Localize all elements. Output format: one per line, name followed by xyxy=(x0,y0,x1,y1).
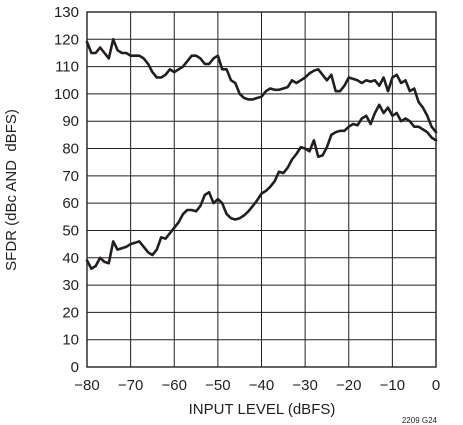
x-tick-label: −60 xyxy=(162,377,187,394)
series-line-1 xyxy=(85,37,438,134)
y-tick-label: 40 xyxy=(62,250,79,267)
y-tick-labels: 0 10 20 30 40 50 60 70 80 90 100 110 120 130 xyxy=(54,4,79,376)
series-line-2 xyxy=(85,103,438,271)
x-tick-label: −50 xyxy=(205,377,230,394)
x-tick-label: 0 xyxy=(432,377,440,394)
y-tick-label: 130 xyxy=(54,4,79,21)
figure-id-annotation: 2209 G24 xyxy=(402,416,438,425)
x-tick-label: −70 xyxy=(118,377,143,394)
x-tick-labels: −80 −70 −60 −50 −40 −30 −20 −10 0 xyxy=(74,377,440,394)
x-axis-label: INPUT LEVEL (dBFS) xyxy=(189,401,336,418)
y-tick-label: 90 xyxy=(62,113,79,130)
y-tick-label: 60 xyxy=(62,195,79,212)
grid-lines xyxy=(86,11,437,368)
y-tick-label: 10 xyxy=(62,332,79,349)
y-tick-label: 30 xyxy=(62,277,79,294)
y-tick-label: 120 xyxy=(54,31,79,48)
x-tick-label: −30 xyxy=(292,377,317,394)
y-tick-label: 80 xyxy=(62,141,79,158)
y-tick-label: 0 xyxy=(71,359,79,376)
x-tick-label: −80 xyxy=(74,377,99,394)
y-tick-label: 50 xyxy=(62,222,79,239)
x-tick-label: −40 xyxy=(249,377,274,394)
x-tick-label: −10 xyxy=(380,377,405,394)
y-tick-label: 20 xyxy=(62,304,79,321)
plot-frame xyxy=(86,11,437,368)
y-axis-label: SFDR (dBc AND dBFS) xyxy=(3,109,20,271)
y-tick-label: 70 xyxy=(62,168,79,185)
y-tick-label: 110 xyxy=(55,59,79,76)
x-tick-label: −20 xyxy=(336,377,361,394)
series-layer xyxy=(85,37,438,271)
y-tick-label: 100 xyxy=(54,86,79,103)
